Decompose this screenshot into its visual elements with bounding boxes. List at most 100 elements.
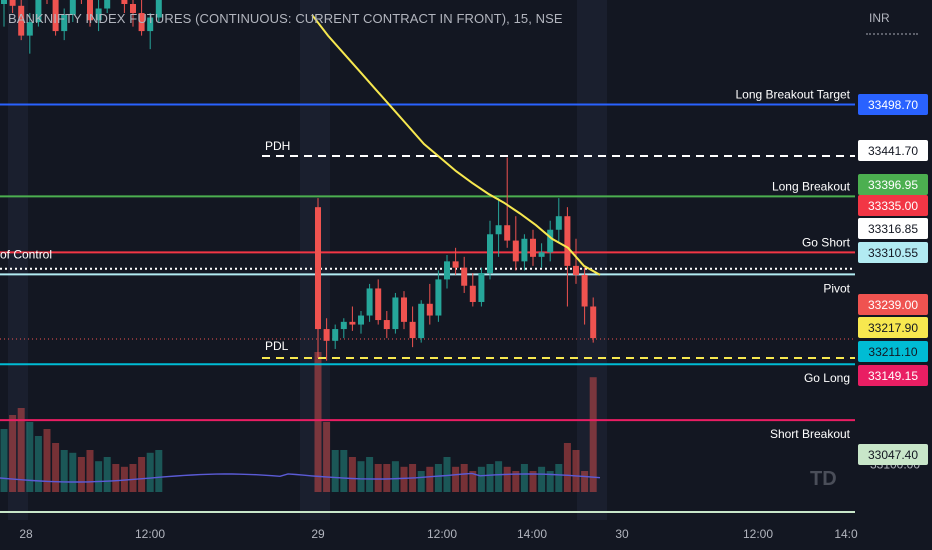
- volume-bar: [146, 452, 154, 492]
- volume-bar: [589, 377, 597, 492]
- price-tag-label-go_short: 33335.00: [868, 199, 918, 213]
- level-label-poc: of Control: [0, 248, 52, 262]
- candle-body: [504, 225, 511, 241]
- price-tag-pivot: [858, 242, 928, 263]
- level-label-go_long: Go Long: [804, 371, 850, 385]
- level-label-pdl: PDL: [265, 339, 289, 353]
- price-tag-label-short_breakout: 33149.15: [868, 369, 918, 383]
- price-tag-short_breakout_target: [858, 444, 928, 465]
- volume-bar: [95, 461, 103, 492]
- level-label-pivot: Pivot: [823, 281, 850, 295]
- candle-body: [564, 216, 571, 266]
- volume-bar: [563, 443, 571, 492]
- price-tag-long_breakout: [858, 174, 928, 195]
- volume-bar: [443, 457, 451, 492]
- volume-bar: [103, 457, 111, 492]
- candle-body: [590, 306, 597, 339]
- volume-bar: [434, 464, 442, 492]
- price-tag-label-last: 33239.00: [868, 298, 918, 312]
- candle-body: [155, 0, 162, 18]
- volume-bar: [112, 464, 120, 492]
- volume-bar: [69, 452, 77, 492]
- volume-bar: [426, 466, 434, 492]
- time-tick: 14:00: [517, 527, 547, 541]
- candle-body: [573, 265, 579, 275]
- candle-body: [487, 234, 493, 274]
- time-axis: 28 12:00 29 12:00 14:00 30 12:00 14:0: [0, 520, 858, 550]
- candle-body: [366, 288, 373, 316]
- candle-body: [26, 22, 33, 36]
- candle-body: [530, 238, 536, 257]
- price-tag-label-go_long: 33211.10: [868, 345, 917, 359]
- candle-body: [1, 0, 7, 4]
- candle-body: [147, 17, 154, 32]
- volume-bar: [314, 352, 322, 492]
- candle-body: [435, 279, 442, 316]
- currency-label[interactable]: INR: [869, 11, 890, 25]
- candle-body: [521, 238, 528, 262]
- candle-body: [538, 252, 545, 257]
- volume-bar: [469, 471, 477, 492]
- time-axis-bg: [0, 520, 856, 550]
- candle-body: [375, 288, 382, 321]
- volume-bar: [503, 466, 511, 492]
- candle-body: [383, 320, 390, 330]
- vwap-line: [311, 14, 601, 276]
- volume-bar: [323, 422, 331, 492]
- volume-bar: [495, 461, 503, 492]
- currency-underline: [866, 33, 918, 35]
- candle-body: [332, 329, 339, 341]
- volume-bar: [452, 466, 460, 492]
- volume-bar: [86, 450, 94, 492]
- level-label-long_breakout: Long Breakout: [772, 179, 851, 193]
- volume-bar: [155, 450, 163, 492]
- candle-body: [581, 274, 588, 307]
- volume-bar: [477, 466, 485, 492]
- volume-ma-line: [0, 472, 601, 483]
- volume-bar: [374, 464, 382, 492]
- level-label-short_breakout: Short Breakout: [770, 427, 851, 441]
- candle-body: [69, 0, 76, 15]
- price-tag-last: [858, 294, 928, 315]
- level-label-pdh: PDH: [265, 139, 290, 153]
- level-lines: [0, 103, 855, 514]
- volume-bar: [138, 457, 146, 492]
- candle-body: [555, 216, 562, 230]
- vwap-line: [311, 14, 601, 276]
- volume-bar: [366, 457, 374, 492]
- volume-bar: [77, 457, 85, 492]
- price-tag-label-long_breakout: 33396.95: [868, 178, 918, 192]
- candle-body: [87, 0, 93, 21]
- volume-bar: [529, 471, 537, 492]
- volume-bar: [348, 457, 356, 492]
- time-tick: 28: [19, 527, 33, 541]
- volume-bar: [26, 422, 34, 492]
- time-tick: 12:00: [135, 527, 165, 541]
- volume-bar: [331, 450, 339, 492]
- price-tag-label-poc: 33316.85: [868, 222, 918, 236]
- price-tag-label-long_breakout_target: 33498.70: [868, 98, 918, 112]
- volume-bar: [17, 408, 25, 492]
- volume-bar: [486, 464, 494, 492]
- candle-body: [130, 3, 136, 14]
- candle-body: [52, 0, 59, 32]
- volume-bar: [43, 429, 51, 492]
- time-tick: 14:0: [834, 527, 858, 541]
- price-tag-short_breakout: [858, 365, 928, 386]
- level-labels: Long Breakout Target PDH Long Breakout Go S…: [0, 88, 851, 534]
- candle-body: [358, 315, 364, 325]
- volume-bar: [383, 464, 391, 492]
- volume-ma-line: [0, 472, 601, 483]
- volume-bar: [34, 436, 42, 492]
- volume-bar: [400, 466, 408, 492]
- candle-body: [478, 273, 485, 302]
- candle-body: [323, 329, 330, 341]
- candle-body: [547, 229, 554, 253]
- candle-body: [444, 261, 450, 280]
- volume-bar: [60, 450, 68, 492]
- volume-bars: [0, 352, 597, 492]
- candle-body: [392, 297, 399, 330]
- price-tick: 33000.00: [870, 548, 920, 550]
- chart-title: BANKNIFTY INDEX FUTURES (CONTINUOUS: CUR…: [8, 11, 563, 26]
